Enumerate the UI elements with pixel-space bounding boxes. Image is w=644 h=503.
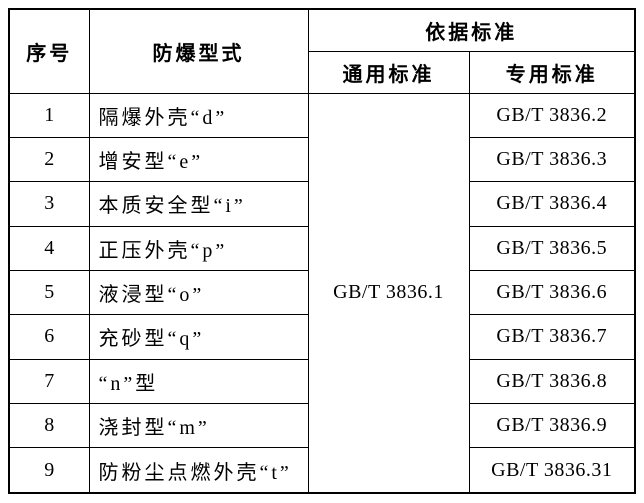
standards-table: 序号 防爆型式 依据标准 通用标准 专用标准 1 隔爆外壳“d” GB/T 3836… — [8, 8, 636, 494]
type-cell: 正压外壳“p” — [88, 225, 309, 271]
special-standard-cell: GB/T 3836.2 — [468, 92, 636, 138]
header-row-1: 序号 防爆型式 依据标准 — [8, 8, 636, 94]
header-seq: 序号 — [8, 8, 90, 94]
seq-cell: 8 — [8, 403, 90, 449]
seq-cell: 4 — [8, 225, 90, 271]
table-row: 3 本质安全型“i” GB/T 3836.4 — [8, 181, 636, 227]
type-cell: 液浸型“o” — [88, 269, 309, 316]
header-basis: 依据标准 — [307, 8, 636, 52]
standards-table-container: 序号 防爆型式 依据标准 通用标准 专用标准 1 隔爆外壳“d” GB/T 3836… — [8, 8, 636, 494]
seq-cell: 6 — [8, 314, 90, 360]
type-cell: 本质安全型“i” — [88, 181, 309, 227]
type-cell: 增安型“e” — [88, 136, 309, 183]
table-row: 8 浇封型“m” GB/T 3836.9 — [8, 403, 636, 449]
special-standard-cell: GB/T 3836.31 — [468, 447, 636, 494]
table-row: 9 防粉尘点燃外壳“t” GB/T 3836.31 — [8, 447, 636, 494]
header-row-2: 通用标准 专用标准 — [9, 50, 636, 94]
type-cell: 充砂型“q” — [88, 314, 309, 360]
table-row: 1 隔爆外壳“d” GB/T 3836.1 GB/T 3836.2 — [8, 92, 636, 494]
table-row: 5 液浸型“o” GB/T 3836.6 — [8, 269, 636, 316]
special-standard-cell: GB/T 3836.9 — [468, 403, 636, 449]
table-header: 序号 防爆型式 依据标准 通用标准 专用标准 — [8, 8, 636, 94]
header-special-standard: 专用标准 — [468, 50, 636, 94]
seq-cell: 2 — [8, 136, 90, 183]
header-general-standard: 通用标准 — [307, 50, 470, 94]
table-body: 1 隔爆外壳“d” GB/T 3836.1 GB/T 3836.2 2 增安型“e” GB/… — [8, 92, 636, 494]
special-standard-cell: GB/T 3836.8 — [468, 358, 636, 405]
seq-cell: 9 — [8, 447, 90, 494]
seq-cell: 1 — [8, 92, 90, 138]
special-standard-cell: GB/T 3836.4 — [468, 181, 636, 227]
table-row: 2 增安型“e” GB/T 3836.3 — [8, 136, 636, 183]
general-standard-cell: GB/T 3836.1 — [307, 92, 470, 494]
table-row: 7 “n”型 GB/T 3836.8 — [8, 358, 636, 405]
table-row: 6 充砂型“q” GB/T 3836.7 — [8, 314, 636, 360]
seq-cell: 7 — [8, 358, 90, 405]
special-standard-cell: GB/T 3836.3 — [468, 136, 636, 183]
type-cell: 防粉尘点燃外壳“t” — [88, 447, 309, 494]
seq-cell: 3 — [8, 181, 90, 227]
seq-cell: 5 — [8, 269, 90, 316]
special-standard-cell: GB/T 3836.5 — [468, 225, 636, 271]
type-cell: 浇封型“m” — [88, 403, 309, 449]
special-standard-cell: GB/T 3836.6 — [468, 269, 636, 316]
header-type: 防爆型式 — [88, 8, 309, 94]
type-cell: 隔爆外壳“d” — [88, 92, 309, 138]
special-standard-cell: GB/T 3836.7 — [468, 314, 636, 360]
table-row: 4 正压外壳“p” GB/T 3836.5 — [8, 225, 636, 271]
type-cell: “n”型 — [88, 358, 309, 405]
